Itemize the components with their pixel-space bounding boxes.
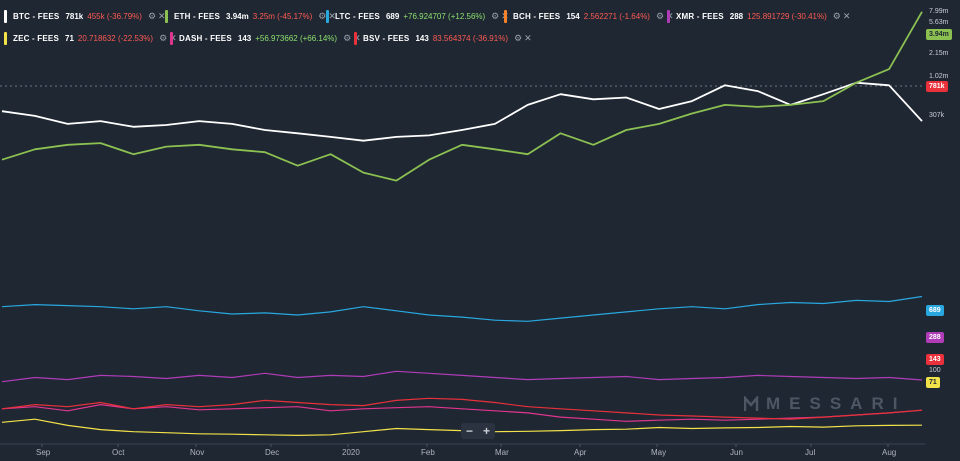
- gear-icon[interactable]: ⚙: [343, 32, 352, 43]
- end-badge-xmr: 288: [926, 332, 944, 343]
- legend-item-ltc[interactable]: LTC - FEES 689 +76.924707 (+12.56%) ⚙ ✕: [326, 7, 509, 25]
- y-tick-label: 2.15m: [929, 50, 949, 57]
- legend-change: 20.718632 (-22.53%): [77, 33, 154, 43]
- legend-color-bar: [170, 31, 173, 45]
- end-badge-btc: 781k: [926, 81, 948, 92]
- series-line-xmr: [1, 370, 923, 383]
- legend-item-xmr[interactable]: XMR - FEES 288 125.891729 (-30.41%) ⚙ ✕: [667, 7, 850, 25]
- legend-change: 83.564374 (-36.91%): [432, 33, 508, 43]
- legend-name: BCH - FEES: [513, 11, 561, 21]
- legend-name: BSV - FEES: [363, 33, 410, 43]
- y-tick-label: 307k: [929, 112, 945, 119]
- legend-change: 125.891729 (-30.41%): [747, 11, 827, 21]
- zoom-out-button[interactable]: −: [465, 424, 473, 438]
- legend-color-bar: [4, 9, 7, 23]
- legend-color-bar: [504, 9, 507, 23]
- messari-logo-icon: [744, 396, 759, 411]
- legend-value: 143: [237, 33, 252, 43]
- x-tick-label: Jul: [805, 448, 816, 457]
- x-tick-label: Mar: [495, 448, 509, 457]
- legend-change: +56.973662 (+66.14%): [255, 33, 338, 43]
- end-badge-bsv: 143: [926, 354, 944, 365]
- end-badge-zec: 71: [926, 377, 940, 388]
- legend-color-bar: [354, 31, 357, 45]
- x-tick-label: 2020: [342, 448, 360, 457]
- legend-value: 781k: [65, 11, 84, 21]
- x-tick-label: Feb: [421, 448, 435, 457]
- gear-icon[interactable]: ⚙: [159, 32, 168, 43]
- watermark-text: MESSARI: [766, 394, 907, 413]
- legend-value: 288: [729, 11, 744, 21]
- legend-change: +76.924707 (+12.56%): [403, 11, 486, 21]
- x-tick-label: Jun: [730, 448, 743, 457]
- legend-change: 2.562271 (-1.64%): [583, 11, 650, 21]
- x-tick-label: Apr: [574, 448, 587, 457]
- legend-color-bar: [326, 9, 329, 23]
- x-tick-label: Sep: [36, 448, 51, 457]
- x-tick-label: Dec: [265, 448, 280, 457]
- legend-item-zec[interactable]: ZEC - FEES 71 20.718632 (-22.53%) ⚙ ✕: [4, 29, 177, 47]
- legend-color-bar: [4, 31, 7, 45]
- x-tick-label: Aug: [882, 448, 897, 457]
- legend-item-bch[interactable]: BCH - FEES 154 2.562271 (-1.64%) ⚙ ✕: [504, 7, 674, 25]
- x-tick-label: Oct: [112, 448, 125, 457]
- legend-color-bar: [667, 9, 670, 23]
- legend-name: ZEC - FEES: [13, 33, 60, 43]
- x-tick-marks: [41, 444, 889, 447]
- close-icon[interactable]: ✕: [524, 32, 532, 43]
- gear-icon[interactable]: ⚙: [832, 10, 841, 21]
- y-tick-label: 1.02m: [929, 73, 949, 80]
- series-layer: [1, 11, 923, 436]
- close-icon[interactable]: ✕: [842, 10, 851, 21]
- zoom-control: − +: [461, 423, 495, 439]
- legend-value: 689: [385, 11, 400, 21]
- gear-icon[interactable]: ⚙: [491, 10, 500, 21]
- legend-value: 71: [65, 33, 74, 43]
- legend-color-bar: [165, 9, 168, 23]
- gear-icon[interactable]: ⚙: [655, 10, 665, 21]
- legend-change: 455k (-36.79%): [87, 11, 142, 21]
- series-line-eth: [1, 11, 923, 182]
- series-line-bsv: [1, 397, 923, 420]
- legend-value: 3.94m: [226, 11, 249, 21]
- close-icon[interactable]: ✕: [328, 10, 336, 21]
- legend-value: 143: [415, 33, 429, 43]
- y-tick-label: 5.63m: [929, 19, 949, 26]
- gear-icon[interactable]: ⚙: [318, 10, 327, 21]
- gear-icon[interactable]: ⚙: [147, 10, 157, 21]
- legend-value: 154: [566, 11, 580, 21]
- series-line-btc: [1, 81, 923, 142]
- legend-name: ETH - FEES: [174, 11, 221, 21]
- close-icon[interactable]: ✕: [158, 10, 166, 21]
- end-badge-eth: 3.94m: [926, 29, 952, 40]
- legend-name: DASH - FEES: [179, 33, 232, 43]
- y-tick-label: 7.99m: [929, 8, 949, 15]
- y-tick-label: 100: [929, 367, 941, 374]
- legend-name: LTC - FEES: [335, 11, 380, 21]
- gear-icon[interactable]: ⚙: [513, 32, 523, 43]
- series-line-ltc: [1, 295, 923, 322]
- legend-item-bsv[interactable]: BSV - FEES 143 83.564374 (-36.91%) ⚙ ✕: [354, 29, 532, 47]
- legend-change: 3.25m (-45.17%): [252, 11, 313, 21]
- legend-name: XMR - FEES: [676, 11, 724, 21]
- zoom-in-button[interactable]: +: [482, 424, 490, 438]
- legend-item-dash[interactable]: DASH - FEES 143 +56.973662 (+66.14%) ⚙ ✕: [170, 29, 361, 47]
- end-badge-ltc: 689: [926, 305, 944, 316]
- x-tick-label: Nov: [190, 448, 205, 457]
- legend-name: BTC - FEES: [13, 11, 60, 21]
- x-tick-label: May: [651, 448, 667, 457]
- legend-item-btc[interactable]: BTC - FEES 781k 455k (-36.79%) ⚙ ✕: [4, 7, 166, 25]
- legend-item-eth[interactable]: ETH - FEES 3.94m 3.25m (-45.17%) ⚙ ✕: [165, 7, 336, 25]
